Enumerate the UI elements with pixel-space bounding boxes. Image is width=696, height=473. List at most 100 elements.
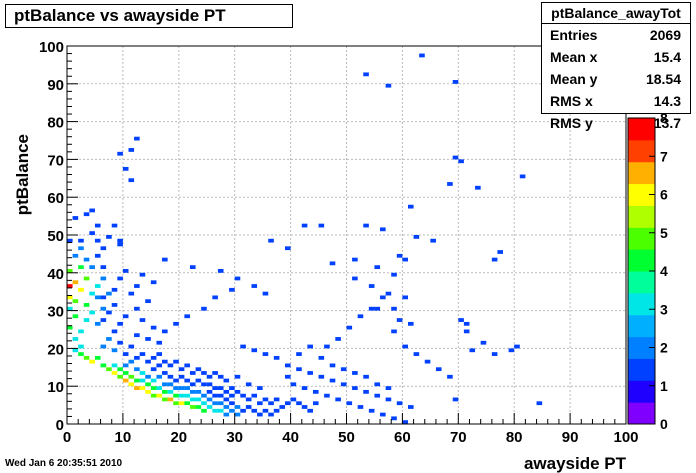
- heatmap-bin: [374, 393, 381, 398]
- heatmap-bin: [245, 405, 252, 409]
- y-tick-label: 40: [47, 266, 64, 283]
- heatmap-bin: [435, 367, 442, 372]
- heatmap-bin: [402, 344, 408, 349]
- heatmap-bin: [189, 265, 196, 270]
- heatmap-bin: [162, 359, 168, 364]
- heatmap-bin: [111, 371, 118, 375]
- heatmap-bin: [122, 363, 129, 368]
- heatmap-bin: [363, 72, 369, 77]
- heatmap-bin: [368, 284, 375, 288]
- x-tick-label: 90: [562, 429, 579, 446]
- heatmap-bin: [212, 386, 218, 390]
- heatmap-bin: [402, 420, 408, 424]
- heatmap-bin: [189, 389, 196, 394]
- heatmap-bin: [111, 303, 118, 307]
- heatmap-bin: [100, 276, 107, 281]
- heatmap-bin: [385, 83, 392, 88]
- heatmap-bin: [458, 318, 464, 322]
- y-tick-label: 70: [47, 152, 64, 169]
- stats-row-mean-x: Mean x 15.4: [542, 46, 690, 68]
- heatmap-bin: [352, 386, 358, 390]
- heatmap-bin: [217, 408, 224, 413]
- heatmap-bin: [178, 401, 185, 406]
- palette-labels: 0 1 2 3 4 5 6 7 8: [649, 110, 668, 432]
- heatmap-bin: [94, 223, 101, 228]
- heatmap-bin: [78, 329, 84, 334]
- heatmap-bin: [212, 371, 218, 375]
- heatmap-bin: [117, 276, 123, 281]
- heatmap-bin: [184, 386, 190, 390]
- heatmap-bin: [391, 329, 397, 334]
- heatmap-bin: [89, 310, 95, 315]
- heatmap-bin: [206, 389, 213, 394]
- heatmap-bin: [78, 352, 84, 356]
- heatmap-bin: [184, 363, 190, 368]
- heatmap-bin: [134, 306, 140, 311]
- heatmap-bin: [346, 401, 353, 406]
- heatmap-bin: [189, 371, 196, 375]
- heatmap-bin: [106, 291, 112, 296]
- heatmap-bin: [94, 238, 101, 243]
- heatmap-bin: [357, 405, 364, 409]
- palette-swatch: [628, 402, 655, 425]
- heatmap-bin: [229, 386, 235, 390]
- y-tick-label: 20: [47, 341, 64, 358]
- heatmap-bin: [117, 151, 123, 156]
- heatmap-bin: [430, 238, 436, 243]
- heatmap-bin: [128, 382, 135, 387]
- heatmap-bin: [318, 355, 325, 360]
- heatmap-bin: [229, 401, 235, 406]
- heatmap-bin: [83, 303, 90, 307]
- heatmap-bin: [391, 272, 397, 277]
- heatmap-bin: [67, 306, 73, 311]
- x-tick-label: 40: [282, 429, 299, 446]
- heatmap-bin: [134, 386, 140, 390]
- heatmap-bin: [72, 348, 79, 353]
- heatmap-bin: [374, 382, 381, 387]
- heatmap-bin: [480, 340, 487, 345]
- heatmap-bin: [173, 378, 179, 383]
- y-tick-label: 30: [47, 304, 64, 321]
- heatmap-bin: [150, 280, 157, 285]
- heatmap-bin: [251, 408, 258, 413]
- heatmap-bin: [301, 405, 308, 409]
- palette-tick-label: 8: [660, 110, 668, 126]
- heatmap-bin: [407, 321, 414, 326]
- heatmap-bin: [189, 405, 196, 409]
- heatmap-bin: [72, 314, 79, 319]
- heatmap-bin: [89, 208, 95, 213]
- heatmap-bin: [290, 382, 297, 387]
- heatmap-bin: [106, 310, 112, 315]
- heatmap-bin: [273, 397, 280, 402]
- x-tick-label: 20: [170, 429, 187, 446]
- heatmap-bin: [469, 348, 476, 353]
- heatmap-bin: [285, 246, 291, 251]
- heatmap-bin: [173, 401, 179, 406]
- heatmap-bin: [184, 314, 190, 319]
- heatmap-bin: [173, 359, 179, 364]
- palette-tick-label: 0: [660, 416, 668, 432]
- heatmap-bin: [329, 378, 336, 383]
- heatmap-bin: [201, 382, 207, 387]
- heatmap-bin: [94, 253, 101, 258]
- heatmap-bin: [178, 374, 185, 379]
- heatmap-bin: [491, 352, 498, 356]
- heatmap-bin: [139, 318, 146, 322]
- heatmap-bin: [189, 397, 196, 402]
- heatmap-bin: [307, 408, 313, 413]
- heatmap-bin: [162, 397, 168, 402]
- heatmap-bin: [368, 408, 375, 413]
- heatmap-bin: [217, 393, 224, 398]
- heatmap-bin: [245, 397, 252, 402]
- heatmap-bin: [106, 235, 112, 239]
- heatmap-bin: [329, 261, 336, 266]
- stats-row-entries: Entries 2069: [542, 24, 690, 46]
- heatmap-bin: [195, 397, 202, 402]
- heatmap-bin: [72, 216, 79, 220]
- heatmap-bin: [78, 238, 84, 243]
- palette-tick-label: 1: [660, 378, 668, 394]
- heatmap-bin: [100, 363, 107, 368]
- heatmap-bin: [111, 223, 118, 228]
- heatmap-bin: [352, 257, 358, 262]
- heatmap-bin: [508, 348, 515, 353]
